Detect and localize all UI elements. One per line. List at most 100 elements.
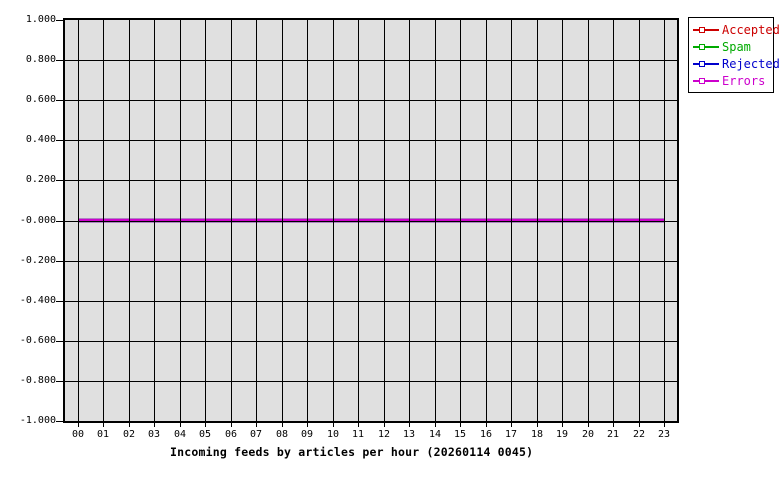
y-tick-label: -0.800 — [19, 375, 56, 386]
x-tick-label: 14 — [428, 429, 442, 440]
y-axis-tick — [56, 221, 63, 222]
y-tick-label: 0.200 — [25, 174, 56, 185]
x-axis-tick — [205, 423, 206, 427]
legend-line — [693, 29, 719, 31]
x-axis-tick — [282, 423, 283, 427]
x-axis-tick — [78, 423, 79, 427]
x-axis-tick — [333, 423, 334, 427]
y-tick-label: 0.800 — [25, 54, 56, 65]
x-tick-label: 16 — [479, 429, 493, 440]
legend-label: Accepted — [722, 22, 780, 37]
legend-point-marker — [699, 44, 705, 50]
gridline-v — [537, 20, 538, 421]
y-tick-label: -0.400 — [19, 295, 56, 306]
x-axis-tick — [409, 423, 410, 427]
legend-line — [693, 46, 719, 48]
gridline-v — [154, 20, 155, 421]
x-tick-label: 07 — [249, 429, 263, 440]
legend-point-marker — [699, 78, 705, 84]
gridline-v — [511, 20, 512, 421]
legend-line-sample — [693, 59, 719, 68]
y-axis-tick — [56, 301, 63, 302]
gridline-v — [282, 20, 283, 421]
gridline-v — [78, 20, 79, 421]
x-axis-tick — [486, 423, 487, 427]
x-tick-label: 18 — [530, 429, 544, 440]
series-lines — [78, 218, 664, 223]
gridline-h — [65, 261, 677, 262]
gridline-v — [256, 20, 257, 421]
x-tick-label: 01 — [96, 429, 110, 440]
gridline-v — [333, 20, 334, 421]
x-axis-tick — [256, 423, 257, 427]
x-tick-label: 11 — [351, 429, 365, 440]
x-tick-label: 23 — [657, 429, 671, 440]
gridline-h — [65, 341, 677, 342]
y-axis-tick — [56, 20, 63, 21]
x-axis-tick — [231, 423, 232, 427]
y-tick-label: -0.200 — [19, 255, 56, 266]
y-axis-tick — [56, 100, 63, 101]
gridline-v — [486, 20, 487, 421]
x-axis-tick — [664, 423, 665, 427]
x-axis-tick — [460, 423, 461, 427]
legend-point-marker — [699, 61, 705, 67]
x-tick-label: 08 — [275, 429, 289, 440]
x-tick-label: 00 — [71, 429, 85, 440]
gridline-v — [358, 20, 359, 421]
x-tick-label: 19 — [555, 429, 569, 440]
gridline-h — [65, 221, 677, 222]
y-tick-label: -1.000 — [19, 415, 56, 426]
legend-row: Errors — [693, 72, 770, 89]
x-axis-tick — [435, 423, 436, 427]
legend-label: Errors — [722, 73, 766, 88]
gridline-h — [65, 140, 677, 141]
gridline-v — [103, 20, 104, 421]
x-tick-label: 06 — [224, 429, 238, 440]
y-axis-tick — [56, 341, 63, 342]
y-tick-label: -0.000 — [19, 215, 56, 226]
gridline-v — [307, 20, 308, 421]
gridline-v — [384, 20, 385, 421]
x-axis-tick — [588, 423, 589, 427]
y-axis-tick — [56, 60, 63, 61]
x-tick-label: 09 — [300, 429, 314, 440]
y-tick-label: 0.600 — [25, 94, 56, 105]
legend-label: Spam — [722, 39, 751, 54]
gridline-v — [460, 20, 461, 421]
x-axis-tick — [384, 423, 385, 427]
x-axis-tick — [511, 423, 512, 427]
y-tick-label: 0.400 — [25, 134, 56, 145]
gridline-v — [435, 20, 436, 421]
x-tick-label: 22 — [632, 429, 646, 440]
x-tick-label: 10 — [326, 429, 340, 440]
legend-row: Rejected — [693, 55, 780, 72]
y-axis-tick — [56, 381, 63, 382]
x-tick-label: 20 — [581, 429, 595, 440]
gridline-v — [180, 20, 181, 421]
x-axis-tick — [129, 423, 130, 427]
x-tick-label: 17 — [504, 429, 518, 440]
y-axis-tick — [56, 140, 63, 141]
gridline-v — [562, 20, 563, 421]
x-axis-tick — [613, 423, 614, 427]
gridline-h — [65, 100, 677, 101]
x-axis-tick — [358, 423, 359, 427]
chart-title: Incoming feeds by articles per hour (202… — [170, 445, 534, 459]
gridline-v — [129, 20, 130, 421]
x-tick-label: 05 — [198, 429, 212, 440]
x-tick-label: 12 — [377, 429, 391, 440]
y-axis-tick — [56, 421, 63, 422]
plot-area — [63, 18, 679, 423]
legend-line-sample — [693, 42, 719, 51]
x-axis-tick — [537, 423, 538, 427]
legend-point-marker — [699, 27, 705, 33]
gridline-h — [65, 381, 677, 382]
x-axis-tick — [103, 423, 104, 427]
x-tick-label: 21 — [606, 429, 620, 440]
gridline-h — [65, 301, 677, 302]
gridline-v — [588, 20, 589, 421]
gridline-h — [65, 60, 677, 61]
gridline-v — [664, 20, 665, 421]
y-axis-tick — [56, 261, 63, 262]
